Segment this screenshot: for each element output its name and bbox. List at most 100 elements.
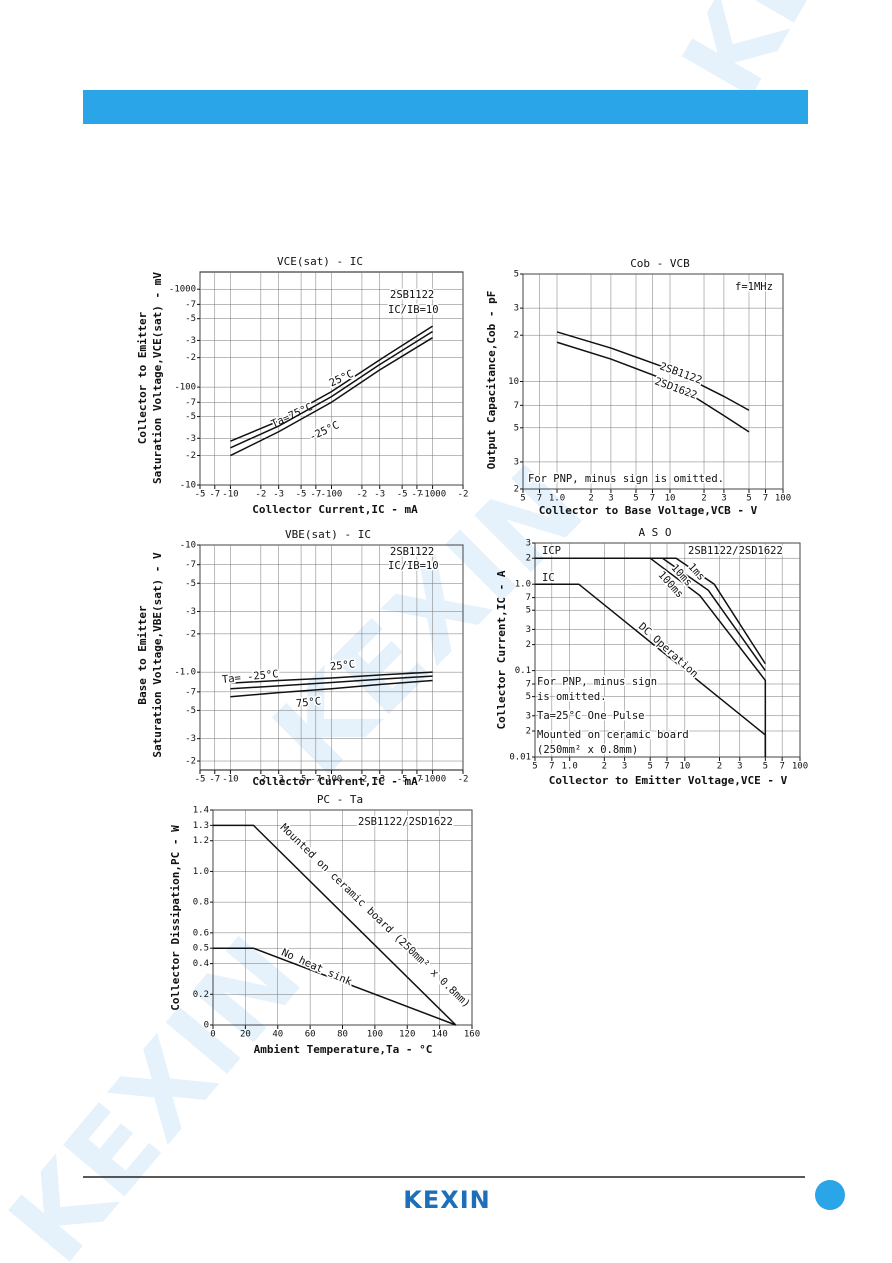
annotation: 2SB1122/2SD1622 <box>358 816 453 828</box>
x-tick-label: -3 <box>374 490 385 500</box>
x-tick-label: -2 <box>357 775 368 785</box>
page-badge <box>815 1180 845 1210</box>
x-axis-label: Collector to Emitter Voltage,VCE - V <box>549 774 788 787</box>
y-tick-label: 1.0 <box>515 580 531 590</box>
x-tick-label: 40 <box>272 1030 283 1040</box>
annotation: Mounted on ceramic board <box>537 729 689 741</box>
y-tick-label: -3 <box>185 734 196 744</box>
y-tick-label: -1.0 <box>174 668 196 678</box>
curve <box>230 675 433 690</box>
y-tick-label: -2 <box>185 629 196 639</box>
x-tick-label: 5 <box>633 494 638 504</box>
x-axis-label: Ambient Temperature,Ta - °C <box>254 1043 433 1056</box>
annotation: 2SB1122 <box>390 546 434 558</box>
y-tick-label: 0.01 <box>509 753 531 763</box>
x-tick-label: 100 <box>775 494 791 504</box>
x-tick-label: 5 <box>746 494 751 504</box>
x-tick-label: 3 <box>622 762 627 772</box>
y-tick-label: -5 <box>185 314 196 324</box>
x-tick-label: -7 <box>310 775 321 785</box>
y-axis-label: Collector to Emitter <box>136 311 149 444</box>
y-tick-label: 0 <box>204 1021 209 1031</box>
x-tick-label: -2 <box>255 490 266 500</box>
y-axis-label: Output Capacitance,Cob - pF <box>485 291 498 470</box>
x-tick-label: 3 <box>721 494 726 504</box>
x-axis-label: Collector to Base Voltage,VCB - V <box>539 504 758 517</box>
y-tick-label: -2 <box>185 451 196 461</box>
y-axis-label: Collector Dissipation,PC - W <box>169 825 182 1011</box>
x-tick-label: -5 <box>397 490 408 500</box>
y-tick-label: -100 <box>174 383 196 393</box>
x-tick-label: -2 <box>357 490 368 500</box>
x-tick-label: 100 <box>792 762 808 772</box>
y-tick-label: 10 <box>508 377 519 387</box>
curve <box>213 947 457 1026</box>
annotation: For PNP, minus sign <box>537 676 657 688</box>
y-tick-label: -5 <box>185 706 196 716</box>
y-tick-label: -7 <box>185 398 196 408</box>
chart-title: VCE(sat) - IC <box>277 255 363 268</box>
y-tick-label: 5 <box>526 606 531 616</box>
y-tick-label: 2 <box>526 726 531 736</box>
x-axis-label: Collector Current,IC - mA <box>252 503 418 516</box>
y-tick-label: 0.5 <box>193 944 209 954</box>
y-tick-label: -3 <box>185 607 196 617</box>
x-tick-label: 10 <box>679 762 690 772</box>
y-tick-label: -5 <box>185 579 196 589</box>
x-tick-label: 100 <box>367 1030 383 1040</box>
y-axis-label: Saturation Voltage,VCE(sat) - mV <box>151 272 164 484</box>
x-tick-label: 7 <box>650 494 655 504</box>
x-tick-label: -2 <box>458 490 469 500</box>
y-tick-label: -10 <box>180 481 196 491</box>
x-tick-label: 140 <box>431 1030 447 1040</box>
y-tick-label: 3 <box>526 539 531 549</box>
x-tick-label: 3 <box>608 494 613 504</box>
x-tick-label: -2 <box>255 775 266 785</box>
x-tick-label: 3 <box>737 762 742 772</box>
x-tick-label: 10 <box>665 494 676 504</box>
x-tick-label: -5 <box>296 775 307 785</box>
x-tick-label: -100 <box>321 775 343 785</box>
annotation: is omitted. <box>537 691 607 703</box>
y-tick-label: 2 <box>526 554 531 564</box>
y-tick-label: 1.3 <box>193 821 209 831</box>
y-tick-label: 2 <box>514 331 519 341</box>
y-tick-label: -5 <box>185 412 196 422</box>
x-tick-label: -3 <box>273 775 284 785</box>
x-axis-label: Collector Current,IC - mA <box>252 775 418 788</box>
x-tick-label: 60 <box>305 1030 316 1040</box>
x-tick-label: 5 <box>532 762 537 772</box>
x-tick-label: -5 <box>296 490 307 500</box>
x-tick-label: 7 <box>549 762 554 772</box>
footer-logo: KEXIN <box>403 1186 491 1214</box>
annotation: IC/IB=10 <box>388 560 439 572</box>
y-axis-label: Collector Current,IC - A <box>495 570 508 729</box>
x-tick-label: -100 <box>321 490 343 500</box>
x-tick-label: -1000 <box>419 775 446 785</box>
curve <box>230 337 433 457</box>
x-tick-label: -10 <box>222 490 238 500</box>
y-tick-label: -10 <box>180 541 196 551</box>
x-tick-label: -7 <box>209 775 220 785</box>
x-tick-label: 7 <box>537 494 542 504</box>
chart-title: PC - Ta <box>317 793 363 806</box>
x-tick-label: -5 <box>195 775 206 785</box>
curve <box>213 824 457 1026</box>
y-tick-label: 3 <box>514 457 519 467</box>
x-tick-label: 5 <box>520 494 525 504</box>
curve <box>650 557 766 672</box>
x-tick-label: 80 <box>337 1030 348 1040</box>
x-tick-label: 5 <box>763 762 768 772</box>
x-tick-label: 2 <box>701 494 706 504</box>
y-tick-label: 1.0 <box>193 867 209 877</box>
chart-title: A S O <box>638 526 671 539</box>
y-tick-label: 0.8 <box>193 898 209 908</box>
annotation: 2SB1122/2SD1622 <box>688 545 783 557</box>
y-tick-label: 1.4 <box>193 806 209 816</box>
y-tick-label: 7 <box>526 593 531 603</box>
header-bar <box>83 90 808 124</box>
y-tick-label: 3 <box>526 625 531 635</box>
annotation: ICP <box>542 545 561 557</box>
